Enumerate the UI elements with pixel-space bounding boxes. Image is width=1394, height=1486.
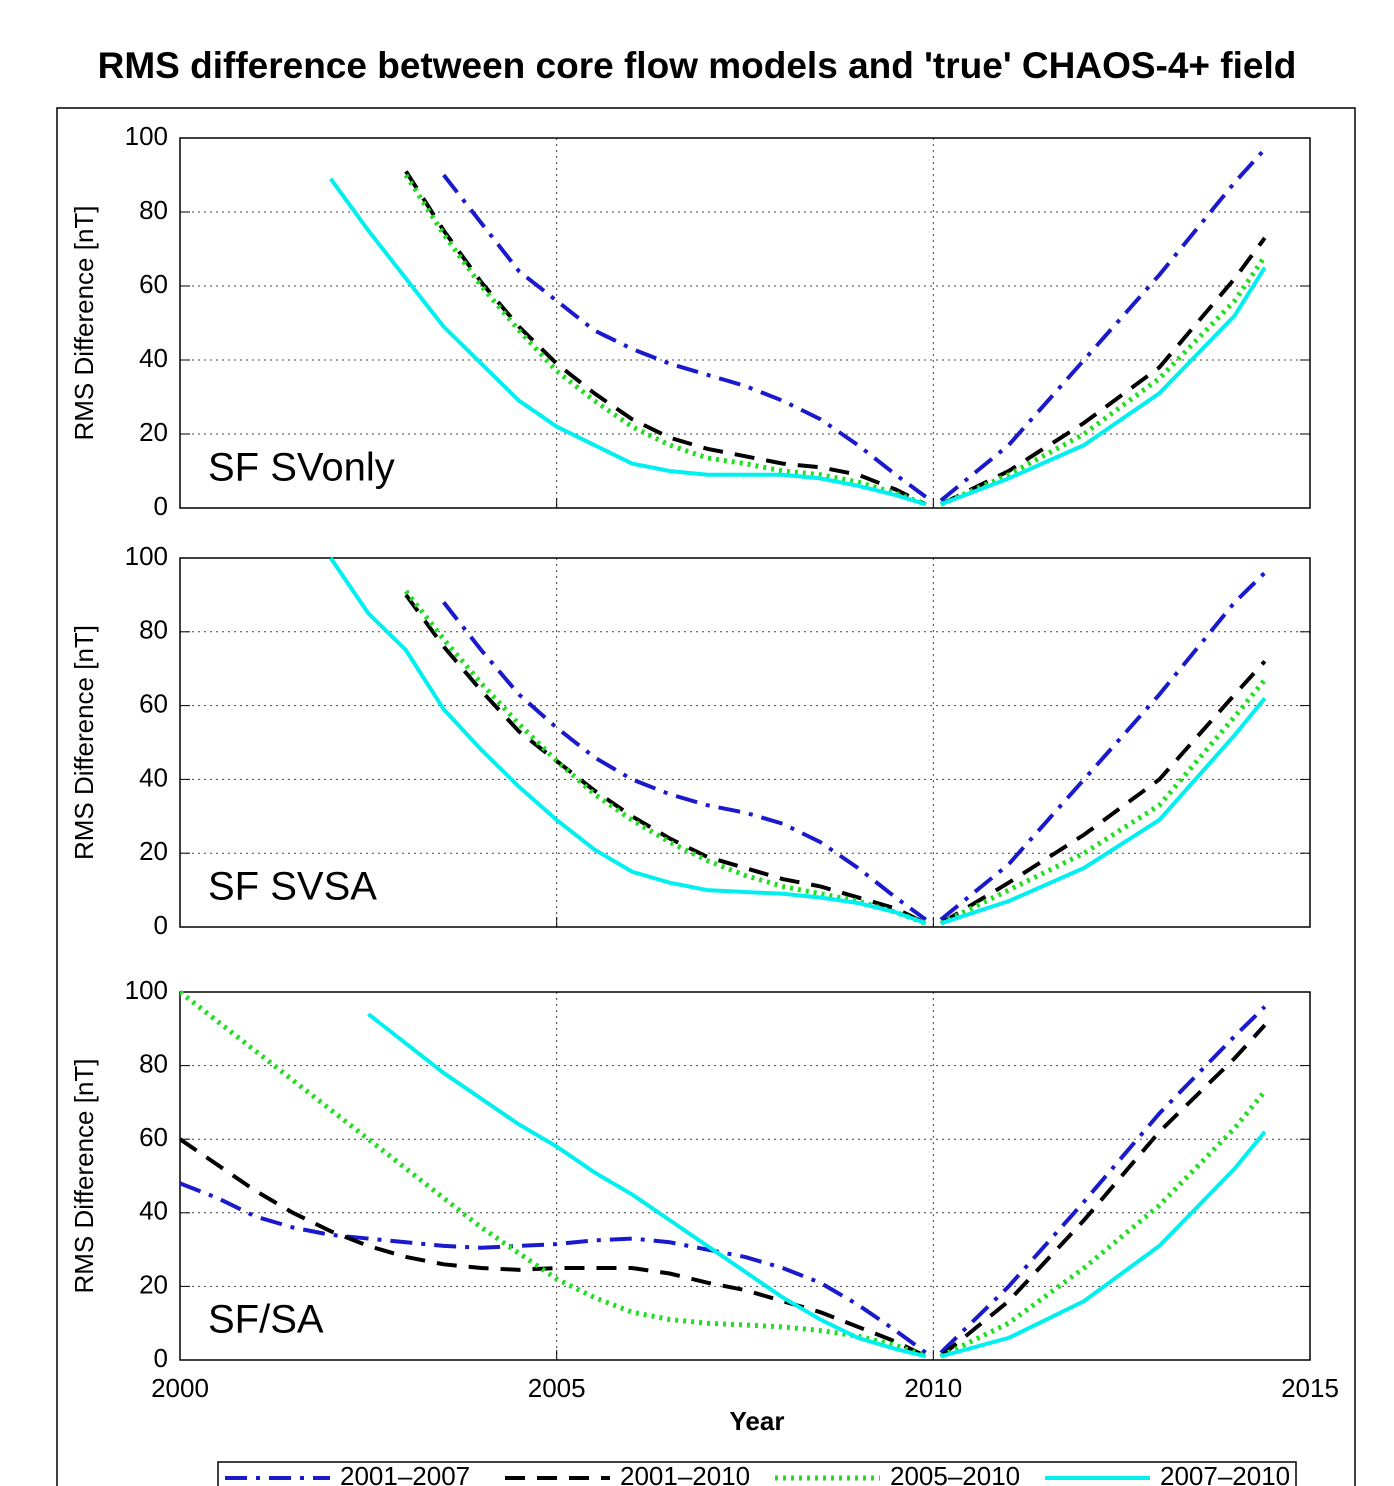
y-tick-label: 100	[125, 975, 168, 1005]
panel-annotation: SF/SA	[208, 1298, 324, 1342]
y-tick-label: 0	[154, 910, 168, 940]
y-tick-label: 60	[139, 1122, 168, 1152]
series-line	[329, 177, 1267, 507]
series-line	[329, 556, 1267, 926]
y-axis-label: RMS Difference [nT]	[69, 205, 99, 440]
axes-frame	[179, 137, 1311, 509]
series-line	[442, 571, 1267, 922]
y-tick-label: 100	[125, 121, 168, 151]
legend-box	[217, 1461, 1297, 1486]
y-tick-label: 20	[139, 1269, 168, 1299]
y-axis-label: RMS Difference [nT]	[69, 1058, 99, 1293]
axes-background	[180, 138, 1310, 508]
y-tick-label: 40	[139, 762, 168, 792]
x-tick-label: 2010	[904, 1373, 962, 1403]
series-line	[404, 170, 1267, 507]
y-tick-label: 100	[125, 541, 168, 571]
series-line	[367, 1012, 1267, 1359]
figure-border	[56, 107, 1356, 1486]
y-tick-label: 80	[139, 195, 168, 225]
y-tick-label: 0	[154, 1343, 168, 1373]
axes-frame	[179, 991, 1311, 1361]
y-tick-label: 40	[139, 343, 168, 373]
legend-label: 2007–2010	[1160, 1461, 1290, 1486]
series-line	[180, 1023, 1267, 1359]
x-tick-label: 2015	[1281, 1373, 1339, 1403]
series-line	[404, 589, 1267, 926]
axes-frame	[179, 557, 1311, 928]
legend-label: 2001–2010	[620, 1461, 750, 1486]
y-tick-label: 60	[139, 269, 168, 299]
series-line	[180, 1005, 1267, 1355]
y-tick-label: 80	[139, 615, 168, 645]
panel-annotation: SF SVSA	[208, 865, 377, 909]
y-tick-label: 80	[139, 1048, 168, 1078]
legend-label: 2001–2007	[340, 1461, 470, 1486]
series-line	[180, 990, 1267, 1359]
y-tick-label: 60	[139, 688, 168, 718]
y-tick-label: 20	[139, 836, 168, 866]
y-tick-label: 0	[154, 491, 168, 521]
x-tick-label: 2000	[151, 1373, 209, 1403]
series-line	[442, 147, 1267, 503]
y-tick-label: 20	[139, 417, 168, 447]
series-line	[403, 173, 1267, 507]
axes-background	[180, 558, 1310, 927]
series-line	[404, 593, 1267, 926]
panel-annotation: SF SVonly	[208, 446, 395, 490]
y-tick-label: 40	[139, 1196, 168, 1226]
x-tick-label: 2005	[528, 1373, 586, 1403]
x-axis-label: Year	[730, 1406, 785, 1436]
figure-title: RMS difference between core flow models …	[98, 45, 1297, 86]
y-axis-label: RMS Difference [nT]	[69, 625, 99, 860]
axes-background	[180, 992, 1310, 1360]
legend-label: 2005–2010	[890, 1461, 1020, 1486]
